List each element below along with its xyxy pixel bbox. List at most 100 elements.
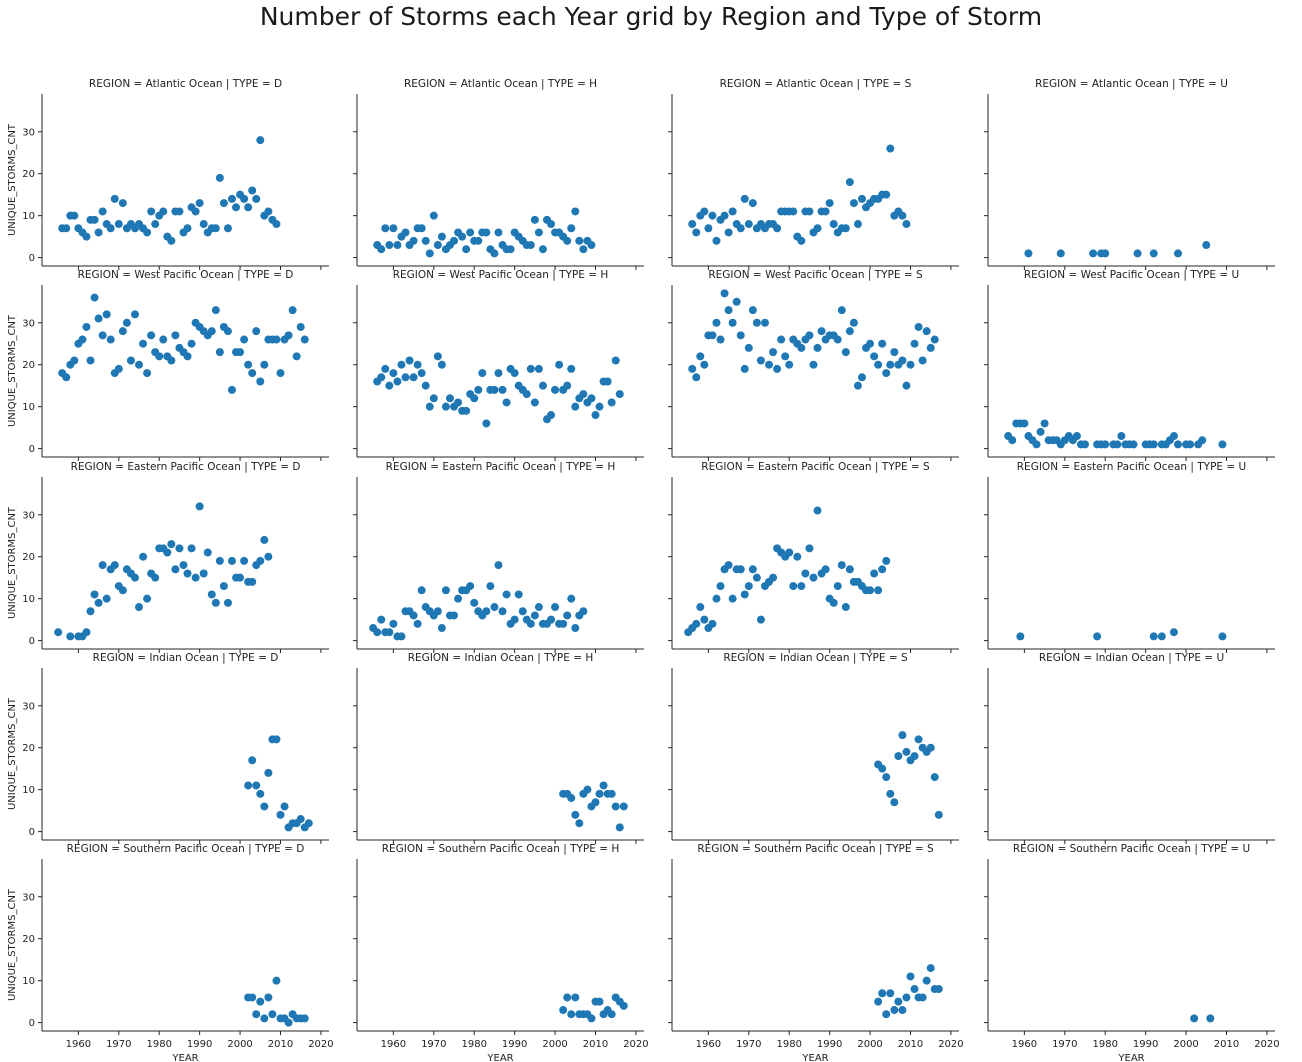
data-point (54, 628, 63, 637)
data-point (191, 207, 200, 216)
data-point (902, 381, 911, 390)
panel-title: REGION = Indian Ocean | TYPE = S (723, 652, 908, 664)
data-point (882, 369, 891, 378)
data-point (118, 327, 127, 336)
data-point (417, 224, 426, 233)
data-point (122, 318, 131, 327)
data-point (433, 241, 442, 250)
x-tick-label: 1990 (502, 1039, 527, 1050)
data-point (90, 590, 99, 599)
data-point (385, 241, 394, 250)
data-point (171, 565, 180, 574)
data-point (377, 615, 386, 624)
data-point (1133, 249, 1142, 258)
x-tick-label: 1970 (736, 1039, 761, 1050)
data-point (191, 573, 200, 582)
data-point (199, 220, 208, 229)
panel-title: REGION = Southern Pacific Ocean | TYPE =… (697, 843, 934, 855)
data-point (268, 1010, 277, 1019)
panel-title: REGION = Eastern Pacific Ocean | TYPE = … (71, 461, 301, 473)
x-axis-label: YEAR (801, 1053, 828, 1062)
data-point (300, 1014, 309, 1023)
data-point (211, 598, 220, 607)
data-point (1032, 440, 1041, 449)
data-point (130, 310, 139, 319)
data-point (373, 628, 382, 637)
data-point (450, 611, 459, 620)
data-point (692, 373, 701, 382)
data-point (86, 607, 95, 616)
facet-panel: REGION = Indian Ocean | TYPE = H (353, 652, 644, 844)
data-point (538, 381, 547, 390)
data-point (215, 556, 224, 565)
data-point (167, 356, 176, 365)
panel-title: REGION = Eastern Pacific Ocean | TYPE = … (701, 461, 930, 473)
data-point (740, 194, 749, 203)
data-point (381, 224, 390, 233)
data-point (272, 735, 281, 744)
data-point (490, 385, 499, 394)
data-point (252, 327, 261, 336)
data-point (62, 373, 71, 382)
y-tick-label: 30 (22, 318, 35, 329)
data-point (712, 236, 721, 245)
data-point (462, 406, 471, 415)
x-tick-label: 2020 (623, 1039, 648, 1050)
data-point (882, 773, 891, 782)
data-point (914, 735, 923, 744)
data-point (437, 360, 446, 369)
data-point (94, 314, 103, 323)
data-point (773, 364, 782, 373)
data-point (878, 764, 887, 773)
x-tick-label: 1970 (421, 1039, 446, 1050)
data-point (805, 544, 814, 553)
data-point (441, 586, 450, 595)
data-point (736, 224, 745, 233)
data-point (692, 619, 701, 628)
data-point (502, 590, 511, 599)
data-point (114, 220, 123, 229)
data-point (1173, 440, 1182, 449)
data-point (547, 615, 556, 624)
data-point (773, 224, 782, 233)
y-tick-label: 10 (22, 976, 35, 987)
y-axis-label: UNIQUE_STORMS_CNT (7, 314, 18, 427)
data-point (833, 335, 842, 344)
data-point (264, 207, 273, 216)
data-point (898, 1006, 907, 1015)
data-point (692, 228, 701, 237)
data-point (1117, 432, 1126, 441)
data-point (482, 607, 491, 616)
data-point (518, 607, 527, 616)
data-point (547, 411, 556, 420)
data-point (555, 360, 564, 369)
data-point (167, 236, 176, 245)
data-point (526, 619, 535, 628)
data-point (417, 369, 426, 378)
data-point (147, 331, 156, 340)
x-tick-label: 1960 (66, 1039, 91, 1050)
data-point (514, 590, 523, 599)
x-tick-label: 2010 (583, 1039, 608, 1050)
data-point (135, 360, 144, 369)
x-tick-label: 2010 (1214, 1039, 1239, 1050)
data-point (716, 335, 725, 344)
data-point (530, 611, 539, 620)
x-tick-label: 2000 (857, 1039, 882, 1050)
data-point (248, 577, 257, 586)
data-point (817, 327, 826, 336)
y-tick-label: 0 (29, 253, 35, 264)
data-point (563, 381, 572, 390)
data-point (288, 306, 297, 315)
data-point (894, 752, 903, 761)
data-point (248, 756, 257, 765)
facet-panel: REGION = Southern Pacific Ocean | TYPE =… (668, 843, 964, 1062)
data-point (223, 598, 232, 607)
data-point (1169, 432, 1178, 441)
data-point (114, 364, 123, 373)
data-point (914, 322, 923, 331)
data-point (930, 773, 939, 782)
data-point (551, 385, 560, 394)
data-point (82, 322, 91, 331)
